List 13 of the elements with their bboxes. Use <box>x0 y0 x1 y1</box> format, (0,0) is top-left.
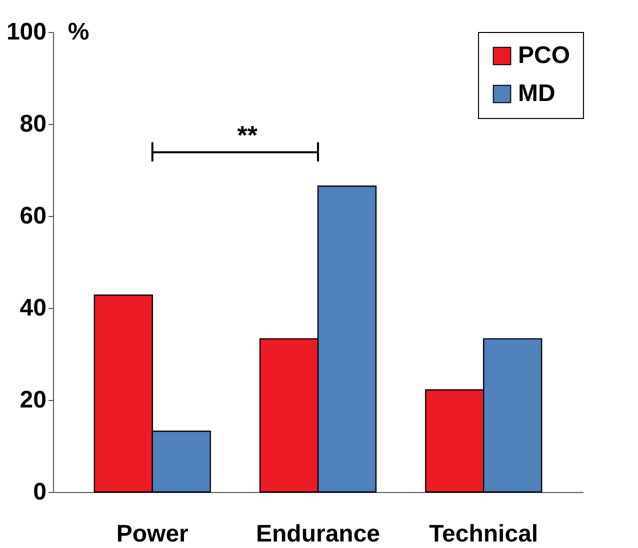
y-tick-label: 20 <box>20 386 46 414</box>
y-tick-label: 60 <box>20 202 46 230</box>
y-axis-title: % <box>68 18 90 46</box>
legend-label: MD <box>518 80 556 107</box>
x-tick-label: Power <box>116 520 188 548</box>
x-tick-label: Endurance <box>256 520 380 548</box>
annotation: ** <box>237 120 258 150</box>
y-tick-label: 80 <box>20 110 46 138</box>
x-tick-label: Technical <box>429 520 538 548</box>
y-tick-label: 40 <box>20 294 46 322</box>
legend-label: PCO <box>518 42 570 69</box>
y-tick-label: 0 <box>33 478 46 506</box>
y-tick-label: 100 <box>6 18 46 46</box>
